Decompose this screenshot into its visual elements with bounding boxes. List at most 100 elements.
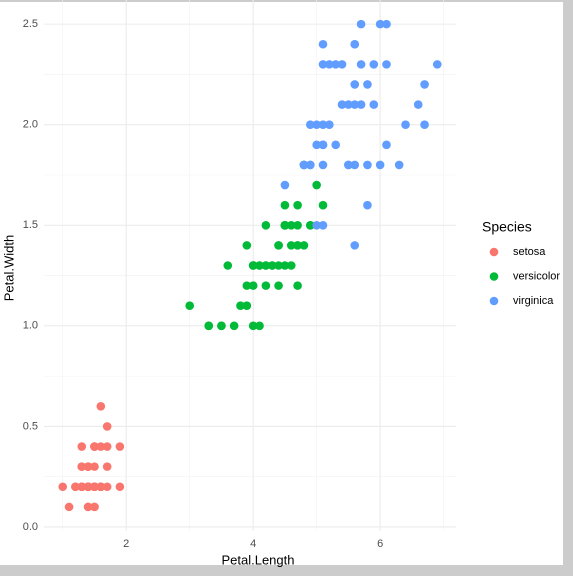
point <box>83 462 93 471</box>
point <box>280 200 290 210</box>
legend-marker <box>489 296 499 306</box>
point <box>318 140 328 150</box>
legend-marker <box>489 272 499 281</box>
point <box>293 281 302 290</box>
point <box>242 241 252 250</box>
point <box>344 160 353 170</box>
point <box>318 220 328 230</box>
point <box>217 321 226 331</box>
point <box>286 220 296 230</box>
point <box>356 100 366 109</box>
point <box>312 220 321 230</box>
point <box>325 60 334 69</box>
point <box>318 160 328 170</box>
point <box>293 220 302 230</box>
point <box>255 261 264 270</box>
point <box>102 482 112 492</box>
point <box>64 502 74 512</box>
point <box>280 180 290 190</box>
point <box>363 160 372 170</box>
point <box>274 261 283 270</box>
point <box>375 160 385 170</box>
x-tick-label: 6 <box>377 538 383 550</box>
point <box>90 482 99 492</box>
point <box>58 482 68 492</box>
point <box>369 100 379 109</box>
legend-title: Species <box>482 219 532 235</box>
point <box>318 60 328 69</box>
point <box>312 120 321 130</box>
point <box>115 442 125 451</box>
point <box>337 100 347 109</box>
point <box>248 321 258 331</box>
point <box>261 281 271 290</box>
point <box>356 19 366 29</box>
point <box>299 241 309 250</box>
point <box>306 220 315 230</box>
point <box>185 301 194 311</box>
y-tick-label: 0.5 <box>23 420 38 432</box>
point <box>350 241 360 250</box>
point <box>248 281 258 290</box>
point <box>401 120 410 130</box>
point <box>248 261 258 270</box>
point <box>318 39 328 49</box>
point <box>413 100 423 109</box>
point <box>331 140 341 150</box>
y-tick-label: 0.0 <box>23 521 38 533</box>
legend-label: setosa <box>513 246 546 258</box>
point <box>350 160 360 170</box>
point <box>382 60 391 69</box>
point <box>261 220 271 230</box>
point <box>223 261 233 270</box>
point <box>115 482 125 492</box>
point <box>267 261 277 270</box>
point <box>382 140 391 150</box>
point <box>363 80 372 89</box>
point <box>344 100 353 109</box>
point <box>286 241 296 250</box>
point <box>229 321 239 331</box>
point <box>77 462 87 471</box>
point <box>102 462 112 471</box>
point <box>318 120 328 130</box>
point <box>274 281 283 290</box>
x-tick-label: 4 <box>250 538 256 550</box>
point <box>255 321 264 331</box>
point <box>306 120 315 130</box>
point <box>90 502 99 512</box>
point <box>350 100 360 109</box>
x-tick-label: 2 <box>123 538 129 550</box>
point <box>299 160 309 170</box>
point <box>312 140 321 150</box>
legend-label: virginica <box>513 295 554 307</box>
x-axis-label: Petal.Length <box>221 552 294 567</box>
point <box>331 60 341 69</box>
point <box>261 261 271 270</box>
point <box>318 200 328 210</box>
point <box>280 220 290 230</box>
point <box>420 80 429 89</box>
point <box>90 462 99 471</box>
y-tick-label: 1.5 <box>23 219 38 231</box>
point <box>293 200 302 210</box>
y-tick-label: 1.0 <box>23 320 38 332</box>
point <box>96 442 106 451</box>
point <box>375 19 385 29</box>
point <box>96 482 106 492</box>
points <box>58 19 442 512</box>
y-axis-label: Petal.Width <box>1 235 16 301</box>
point <box>432 60 442 69</box>
point <box>420 120 429 130</box>
point <box>382 19 391 29</box>
point <box>83 482 93 492</box>
point <box>77 442 87 451</box>
point <box>293 241 302 250</box>
point <box>394 160 404 170</box>
point <box>337 60 347 69</box>
point <box>90 442 99 451</box>
point <box>280 261 290 270</box>
y-tick-label: 2.5 <box>23 18 38 30</box>
point <box>306 160 315 170</box>
